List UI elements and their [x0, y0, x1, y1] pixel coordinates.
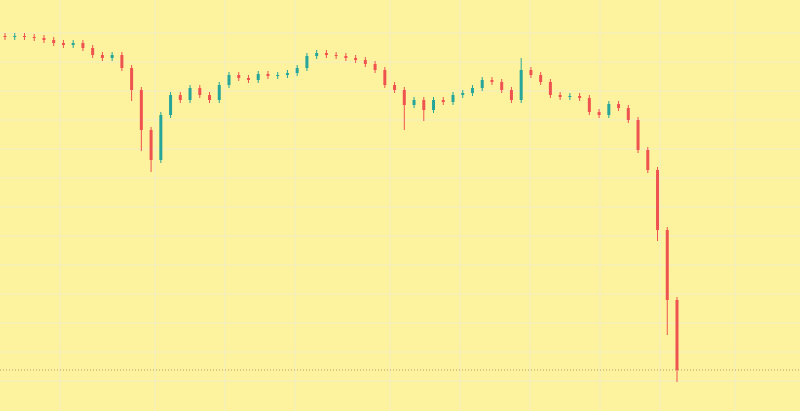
candle-body — [587, 98, 591, 112]
candle-body — [276, 75, 280, 76]
candle-body — [500, 82, 504, 90]
candle-body — [217, 85, 221, 100]
candle-body — [13, 36, 17, 37]
candle-body — [305, 56, 309, 68]
candle-body — [558, 95, 562, 97]
candle-body — [490, 80, 494, 82]
candle-body — [22, 36, 26, 37]
candle-body — [441, 100, 445, 102]
candle-body — [178, 95, 182, 100]
candle-body — [237, 75, 241, 78]
candle-body — [597, 112, 601, 115]
candle-body — [315, 53, 319, 56]
candle-body — [675, 300, 679, 370]
candle-body — [334, 55, 338, 56]
candle-body — [665, 230, 669, 300]
candle-body — [100, 55, 104, 58]
candle-body — [354, 58, 358, 60]
candle-body — [61, 43, 65, 45]
candle-body — [646, 150, 650, 170]
candle-body — [539, 75, 543, 82]
candle-body — [3, 36, 7, 37]
candle-body — [246, 78, 250, 80]
candle-body — [432, 100, 436, 110]
candle-body — [363, 60, 367, 64]
candle-body — [208, 95, 212, 100]
candle-body — [52, 40, 56, 43]
candle-body — [295, 68, 299, 73]
candle-body — [42, 38, 46, 40]
candle-body — [324, 53, 328, 55]
candle-body — [198, 88, 202, 95]
candle-body — [266, 74, 270, 76]
candle-body — [402, 90, 406, 105]
candle-body — [130, 68, 134, 90]
candle-body — [519, 70, 523, 100]
candle-body — [626, 108, 630, 120]
candle-body — [568, 96, 572, 97]
candle-body — [383, 70, 387, 85]
candle-body — [470, 88, 474, 93]
candle-body — [159, 115, 163, 160]
candle-body — [188, 88, 192, 100]
candle-body — [461, 93, 465, 95]
candle-body — [617, 104, 621, 108]
candle-body — [110, 55, 114, 58]
candle-body — [636, 120, 640, 150]
candle-body — [81, 43, 85, 48]
candle-body — [607, 104, 611, 115]
candle-body — [91, 48, 95, 55]
candle-body — [285, 73, 289, 75]
candle-body — [149, 130, 153, 160]
candle-body — [139, 90, 143, 130]
candle-body — [509, 90, 513, 100]
candle-body — [169, 95, 173, 115]
candle-body — [373, 64, 377, 70]
candle-body — [548, 82, 552, 95]
candle-body — [71, 43, 75, 45]
candle-body — [120, 55, 124, 68]
candle-body — [32, 37, 36, 38]
candle-body — [412, 100, 416, 105]
candle-body — [529, 70, 533, 75]
candle-body — [227, 75, 231, 85]
candle-body — [451, 95, 455, 102]
candle-body — [393, 85, 397, 90]
candle-body — [578, 96, 582, 98]
candle-body — [256, 74, 260, 80]
candle-body — [422, 100, 426, 110]
candle-body — [656, 170, 660, 230]
candle-body — [480, 80, 484, 88]
candle-body — [344, 56, 348, 58]
